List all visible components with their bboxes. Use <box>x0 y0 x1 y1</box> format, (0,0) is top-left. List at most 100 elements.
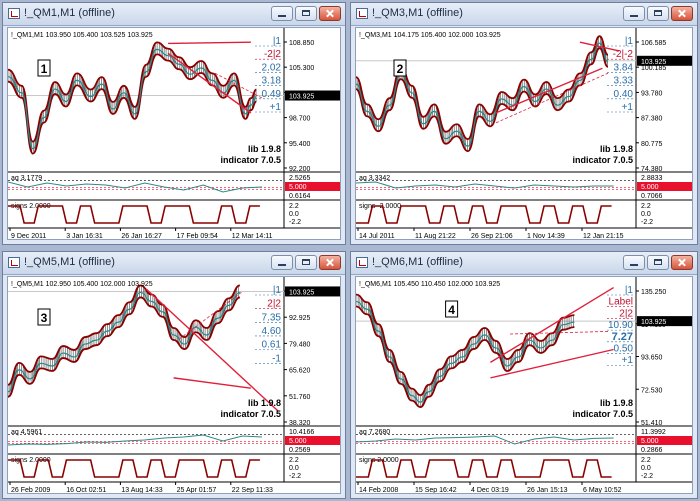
lib-version: lib 1.9.8 <box>248 398 281 408</box>
signal-line <box>356 300 575 403</box>
maximize-icon[interactable] <box>295 6 317 21</box>
maximize-icon[interactable] <box>647 255 669 270</box>
trendline[interactable] <box>178 291 243 340</box>
time-tick-label: 26 Jan 15:13 <box>527 487 568 494</box>
trendline[interactable] <box>509 331 609 335</box>
signs-tick-label: -2.2 <box>641 473 653 480</box>
level-value: 7.27 <box>612 331 633 343</box>
aq-tick-label: 10.4166 <box>289 429 314 436</box>
upper-band-line <box>356 293 575 397</box>
wave-marker: 3 <box>41 311 48 325</box>
aq-threshold-box <box>637 436 692 445</box>
price-tick-label: 105.300 <box>289 65 314 72</box>
aq-label: aq 3.3342 <box>359 175 390 182</box>
time-tick-label: 14 Jul 2011 <box>359 233 395 240</box>
chart-area[interactable]: !_QM1,M1 103.950 105.400 103.525 103.925… <box>7 27 341 240</box>
chart-area[interactable]: !_QM3,M1 104.175 105.400 102.000 103.925… <box>355 27 693 240</box>
level-value: 0.40 <box>614 89 634 100</box>
time-tick-label: 13 Aug 14:33 <box>121 487 162 494</box>
window-title: !_QM1,M1 (offline) <box>24 7 115 19</box>
chart-svg: !_QM5,M1 102.950 105.400 102.000 103.925… <box>8 277 340 494</box>
level-value: -1 <box>272 353 281 364</box>
window-controls <box>623 6 693 21</box>
minimize-icon[interactable] <box>623 6 645 21</box>
wave-marker-box <box>37 59 51 77</box>
trendline[interactable] <box>490 286 614 363</box>
time-tick-label: 17 Feb 09:54 <box>177 233 218 240</box>
wave-marker: 1 <box>41 62 48 76</box>
signs-tick-label: 0.0 <box>289 465 299 472</box>
current-price-label: 103.925 <box>289 289 314 296</box>
trendline[interactable] <box>167 52 252 114</box>
level-value: 7.35 <box>262 312 282 323</box>
symbol-info: !_QM6,M1 105.450 110.450 102.000 103.925 <box>359 281 500 288</box>
trendline[interactable] <box>495 67 603 114</box>
price-tick-label: 65.620 <box>289 368 311 375</box>
level-value: 3.84 <box>614 62 634 73</box>
price-tick-label: 92.200 <box>289 166 311 173</box>
level-value: 3.18 <box>262 76 282 87</box>
price-tick-label: 106.585 <box>641 40 666 47</box>
window-titlebar[interactable]: !_QM1,M1 (offline) <box>3 3 345 26</box>
price-tick-label: 95.400 <box>289 141 311 148</box>
wave-marker: 2 <box>397 62 404 76</box>
maximize-icon[interactable] <box>295 255 317 270</box>
close-icon[interactable] <box>319 6 341 21</box>
current-price-box <box>637 55 692 66</box>
aq-line <box>8 434 262 446</box>
signs-label: signs 2.0000 <box>11 457 51 464</box>
close-icon[interactable] <box>671 6 693 21</box>
trendline[interactable] <box>214 72 263 99</box>
trendline[interactable] <box>173 377 251 389</box>
signs-tick-label: -2.2 <box>289 473 301 480</box>
price-tick-label: 108.850 <box>289 40 314 47</box>
indicator-version: indicator 7.0.5 <box>220 155 281 165</box>
trendline[interactable] <box>168 41 251 45</box>
trendline[interactable] <box>490 348 614 379</box>
minimize-icon[interactable] <box>623 255 645 270</box>
time-tick-label: 14 Feb 2008 <box>359 487 398 494</box>
chart-area[interactable]: !_QM6,M1 105.450 110.450 102.000 103.925… <box>355 276 693 494</box>
close-icon[interactable] <box>671 255 693 270</box>
signs-tick-label: 2.2 <box>289 203 299 210</box>
upper-band-line <box>8 284 241 386</box>
chart-window-icon <box>356 257 368 268</box>
minimize-icon[interactable] <box>271 6 293 21</box>
chart-window-1[interactable]: !_QM1,M1 (offline) !_QM1,M1 103.950 105.4… <box>2 2 346 245</box>
chart-window-3[interactable]: !_QM5,M1 (offline) !_QM5,M1 102.950 105.4… <box>2 251 346 499</box>
chart-area[interactable]: !_QM5,M1 102.950 105.400 102.000 103.925… <box>7 276 341 494</box>
level-value: |1 <box>273 285 282 296</box>
trendline[interactable] <box>495 72 609 124</box>
level-value: -2|-2 <box>613 49 634 60</box>
window-titlebar[interactable]: !_QM6,M1 (offline) <box>351 252 697 275</box>
minimize-icon[interactable] <box>271 255 293 270</box>
trendline[interactable] <box>579 41 620 52</box>
aq-line <box>356 435 614 445</box>
signs-tick-label: 2.2 <box>641 203 651 210</box>
window-controls <box>271 255 341 270</box>
current-price-box <box>637 316 692 327</box>
lower-band-line <box>8 53 257 155</box>
window-titlebar[interactable]: !_QM3,M1 (offline) <box>351 3 697 26</box>
price-bars <box>356 294 574 408</box>
window-titlebar[interactable]: !_QM5,M1 (offline) <box>3 252 345 275</box>
wave-marker-box <box>37 308 51 326</box>
level-value: |1 <box>625 36 634 47</box>
signs-tick-label: 0.0 <box>641 211 651 218</box>
level-value: Label <box>609 297 633 308</box>
chart-window-4[interactable]: !_QM6,M1 (offline) !_QM6,M1 105.450 110.4… <box>350 251 698 499</box>
signs-line <box>356 459 612 478</box>
chart-svg: !_QM3,M1 104.175 105.400 102.000 103.925… <box>356 28 692 240</box>
lib-version: lib 1.9.8 <box>600 144 633 154</box>
price-tick-label: 79.480 <box>289 341 311 348</box>
close-icon[interactable] <box>319 255 341 270</box>
maximize-icon[interactable] <box>647 6 669 21</box>
signs-tick-label: 2.2 <box>641 457 651 464</box>
price-tick-label: 72.530 <box>641 387 663 394</box>
chart-window-2[interactable]: !_QM3,M1 (offline) !_QM3,M1 104.175 105.4… <box>350 2 698 245</box>
signal-line <box>8 48 257 150</box>
signs-tick-label: 0.0 <box>641 465 651 472</box>
trendline[interactable] <box>145 288 279 412</box>
aq-tick-label: 5.000 <box>289 438 307 445</box>
level-value: -2|2 <box>264 49 281 60</box>
